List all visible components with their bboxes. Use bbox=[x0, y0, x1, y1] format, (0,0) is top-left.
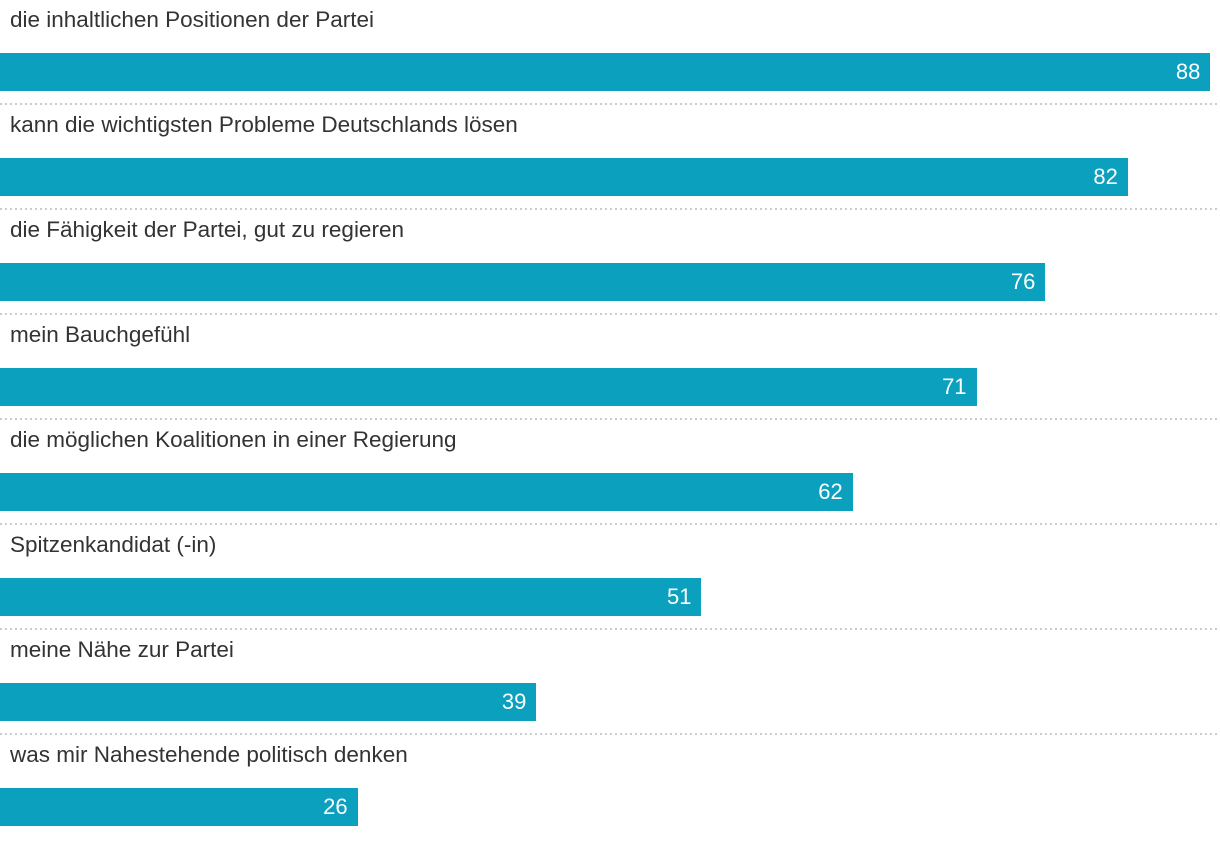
bar-group: Spitzenkandidat (-in) 51 bbox=[0, 531, 1220, 630]
value-label: 62 bbox=[818, 479, 843, 504]
category-label: kann die wichtigsten Probleme Deutschlan… bbox=[10, 112, 518, 137]
row-separator bbox=[0, 313, 1220, 315]
row-separator bbox=[0, 733, 1220, 735]
category-label: mein Bauchgefühl bbox=[10, 322, 191, 347]
bar: 39 bbox=[0, 683, 537, 721]
bar: 76 bbox=[0, 263, 1046, 301]
bar: 82 bbox=[0, 158, 1128, 196]
value-label: 82 bbox=[1093, 164, 1118, 189]
row-separator bbox=[0, 418, 1220, 420]
bar-group: die möglichen Koalitionen in einer Regie… bbox=[0, 426, 1220, 525]
value-label: 51 bbox=[666, 584, 692, 609]
value-label: 71 bbox=[942, 374, 967, 399]
row-separator bbox=[0, 628, 1220, 630]
row-separator bbox=[0, 103, 1220, 105]
bar: 62 bbox=[0, 473, 853, 511]
value-label: 26 bbox=[323, 794, 348, 819]
category-label: die Fähigkeit der Partei, gut zu regiere… bbox=[10, 217, 404, 242]
row-separator bbox=[0, 208, 1220, 210]
value-label: 39 bbox=[501, 689, 527, 714]
bar-group: meine Nähe zur Partei 39 bbox=[0, 636, 1220, 735]
value-label: 88 bbox=[1175, 59, 1201, 84]
bar-group: kann die wichtigsten Probleme Deutschlan… bbox=[0, 111, 1220, 210]
bar-group: die inhaltlichen Positionen der Partei 8… bbox=[0, 6, 1220, 105]
row-separator bbox=[0, 523, 1220, 525]
category-label: was mir Nahestehende politisch denken bbox=[10, 742, 408, 767]
category-label: die inhaltlichen Positionen der Partei bbox=[10, 7, 374, 32]
bar: 88 bbox=[0, 53, 1211, 91]
category-label: Spitzenkandidat (-in) bbox=[10, 532, 217, 557]
category-label: die möglichen Koalitionen in einer Regie… bbox=[10, 427, 457, 452]
bar: 26 bbox=[0, 788, 358, 826]
category-label: meine Nähe zur Partei bbox=[10, 637, 234, 662]
bar: 71 bbox=[0, 368, 977, 406]
bar: 51 bbox=[0, 578, 702, 616]
bar-group: was mir Nahestehende politisch denken 26 bbox=[0, 741, 1220, 826]
bar-group: mein Bauchgefühl 71 bbox=[0, 321, 1220, 420]
value-label: 76 bbox=[1010, 269, 1036, 294]
bar-group: die Fähigkeit der Partei, gut zu regiere… bbox=[0, 216, 1220, 315]
